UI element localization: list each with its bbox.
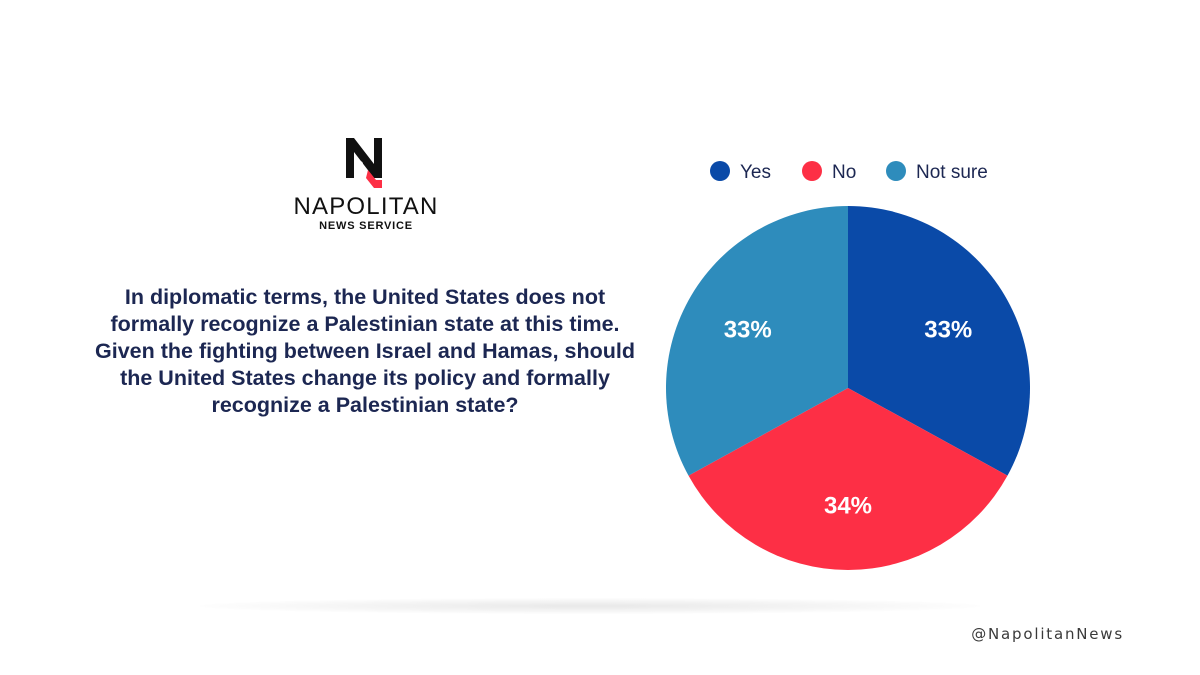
pie-slice-labels: 33% 34% 33%: [724, 317, 973, 520]
pie-slice-not-sure: [666, 206, 848, 476]
legend-swatch-no: [802, 161, 822, 181]
napolitan-logo: NAPOLITAN NEWS SERVICE: [276, 136, 456, 236]
logo-subtitle: NEWS SERVICE: [319, 220, 413, 232]
pie-slice-no: [688, 388, 1008, 570]
legend-swatch-not-sure: [886, 161, 906, 181]
social-handle: @NapolitanNews: [971, 625, 1124, 643]
legend-label-yes: Yes: [740, 162, 771, 183]
slice-label-yes: 33%: [924, 317, 972, 344]
slice-label-no: 34%: [824, 492, 872, 519]
pie-slices: [666, 206, 1030, 570]
survey-question: In diplomatic terms, the United States d…: [95, 285, 635, 417]
slice-label-not-sure: 33%: [724, 317, 772, 344]
legend-swatch-yes: [710, 161, 730, 181]
pie-chart: Yes No Not sure 33% 34% 33%: [666, 161, 1030, 570]
pie-slice-yes: [848, 206, 1030, 476]
logo-wordmark: NAPOLITAN: [293, 193, 439, 220]
legend-label-not-sure: Not sure: [916, 162, 988, 183]
legend-label-no: No: [832, 162, 856, 183]
chart-legend: Yes No Not sure: [710, 161, 988, 183]
decorative-shadow: [200, 598, 980, 614]
napolitan-n-mark-icon: [346, 138, 382, 188]
